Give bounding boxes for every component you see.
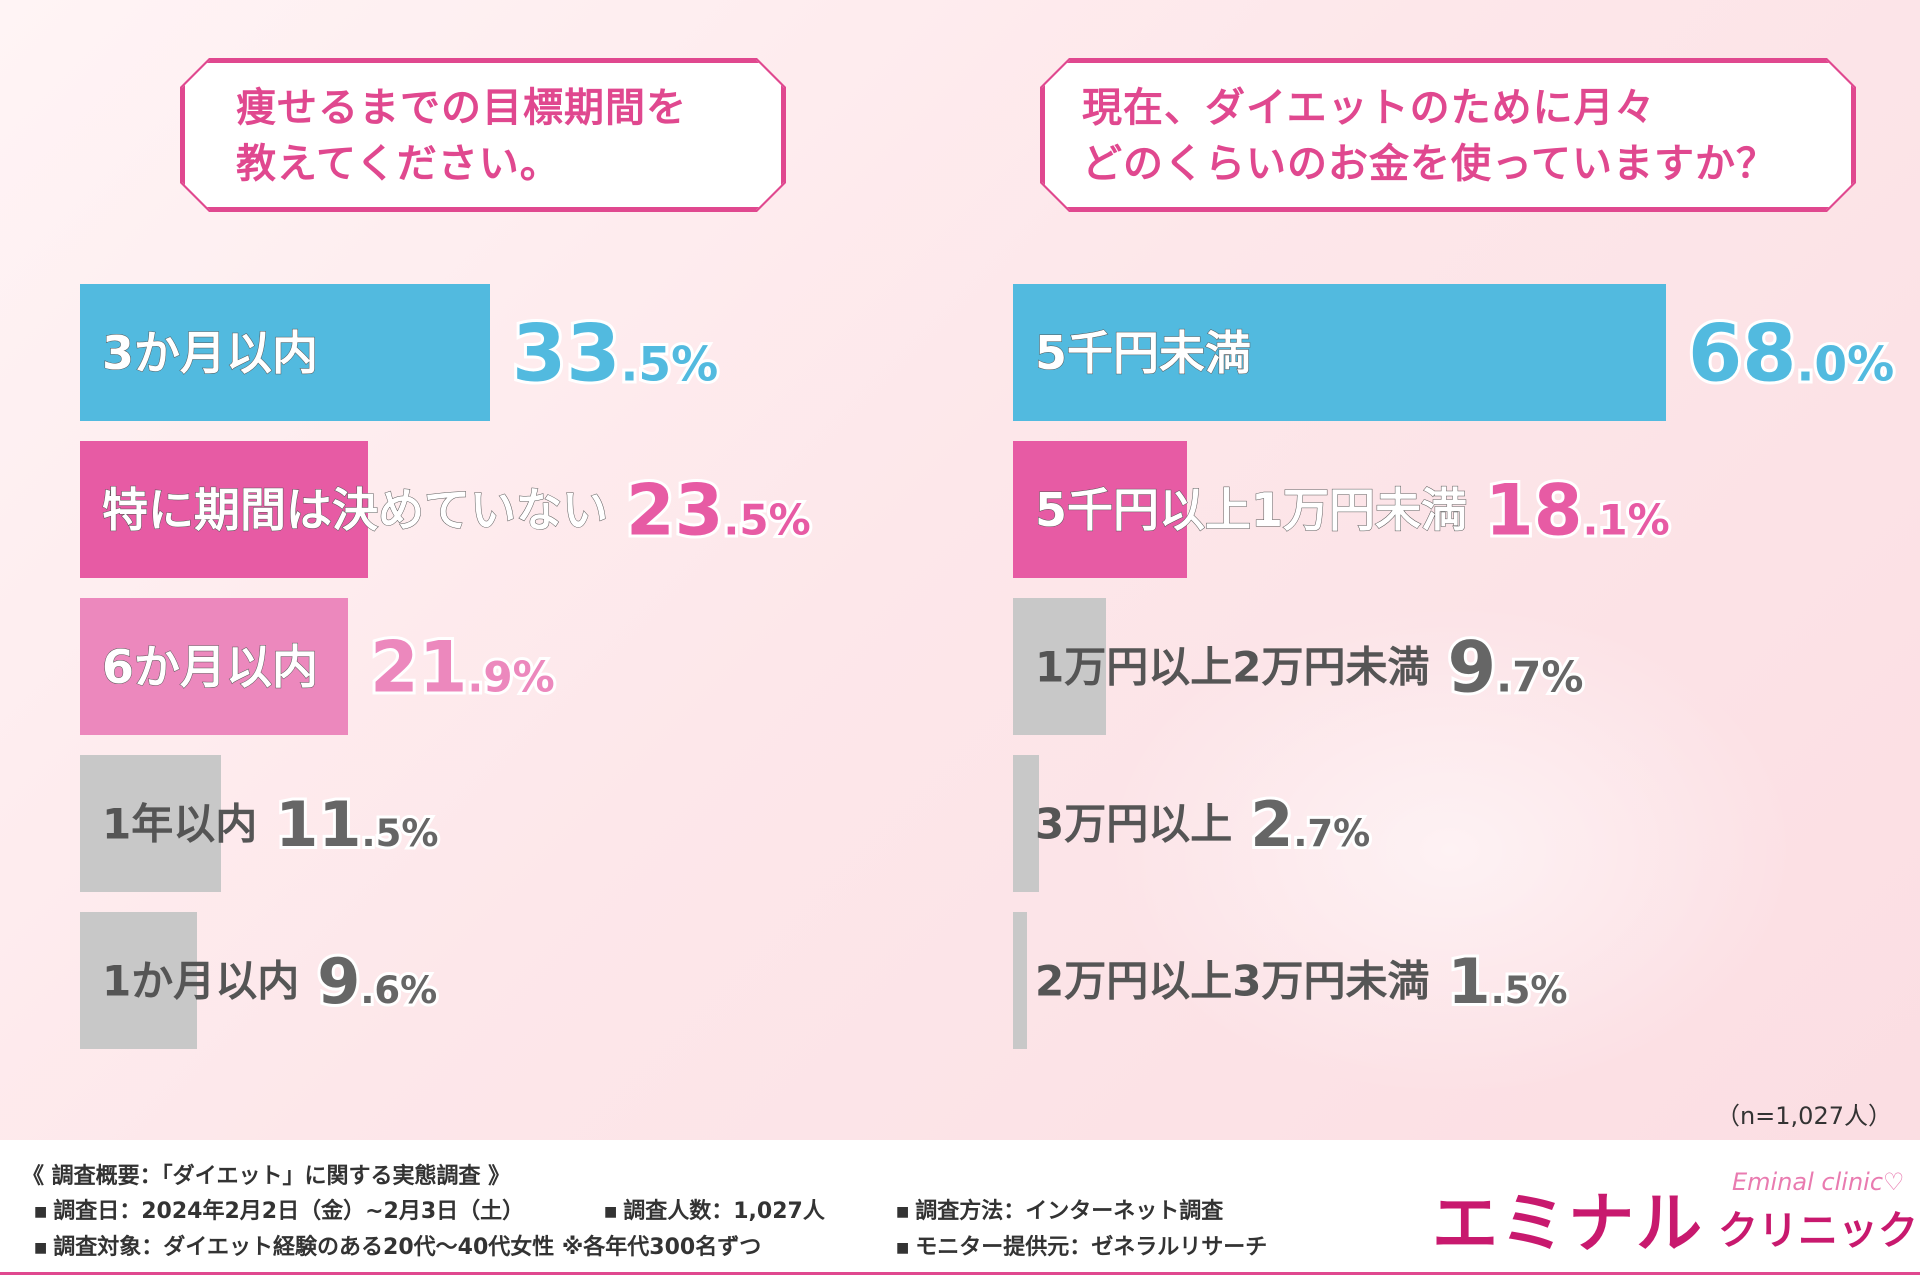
- background-glow: [1100, 600, 1800, 1100]
- question-title-right: 現在、ダイエットのために月々 どのくらいのお金を使っていますか？: [1082, 85, 1777, 187]
- bar-label-spend-1: 5千円未満: [1035, 326, 1251, 380]
- bar-spend-5: [1013, 912, 1027, 1049]
- survey-target: ■ 調査対象：ダイエット経験のある20代～40代女性 ※各年代300名ずつ: [34, 1235, 762, 1260]
- bar-value-period-4: 11.5%: [275, 788, 438, 861]
- survey-provider: ■ モニター提供元：ゼネラルリサーチ: [896, 1235, 1268, 1260]
- sample-size-note: （n=1,027人）: [1715, 1102, 1892, 1130]
- bar-charts: 3か月以内 33.5% 特に期間は決めていない 23.5% 6か月以内 21.9% 1年以内…: [80, 284, 1895, 1049]
- survey-count: ■ 調査人数：1,027人: [604, 1199, 825, 1224]
- bar-spend-4: [1013, 755, 1039, 892]
- bar-period-3: [80, 598, 348, 735]
- survey-date: ■ 調査日：2024年2月2日（金）~2月3日（土）: [34, 1199, 525, 1224]
- bar-value-spend-3: 9.7%: [1447, 627, 1583, 709]
- bar-period-5: [80, 912, 197, 1049]
- bar-label-spend-2: 5千円以上1万円未満: [1035, 483, 1467, 537]
- survey-heading: 《 調査概要：「ダイエット」に関する実態調査 》: [22, 1164, 511, 1189]
- logo-sub: クリニック: [1718, 1208, 1918, 1254]
- bar-value-spend-5: 1.5%: [1447, 945, 1567, 1018]
- bar-label-period-5: 1か月以内: [102, 957, 299, 1006]
- bar-label-period-4: 1年以内: [102, 800, 257, 849]
- bar-label-period-3: 6か月以内: [102, 640, 318, 694]
- logo-main: エミナル: [1432, 1185, 1704, 1262]
- logo-english: Eminal clinic♡: [1732, 1168, 1905, 1196]
- bar-label-spend-4: 3万円以上: [1035, 800, 1232, 849]
- bar-label-spend-3: 1万円以上2万円未満: [1035, 643, 1429, 692]
- footer-divider: [0, 1272, 1920, 1275]
- bar-label-period-2: 特に期間は決めていない: [102, 483, 608, 537]
- bar-value-period-2: 23.5%: [626, 470, 811, 552]
- question-box-left: [182, 60, 784, 210]
- bar-value-spend-1: 68.0%: [1688, 310, 1894, 400]
- bar-value-period-5: 9.6%: [317, 945, 437, 1018]
- bar-label-spend-5: 2万円以上3万円未満: [1035, 957, 1429, 1006]
- bar-spend-2: [1013, 441, 1187, 578]
- bar-value-spend-2: 18.1%: [1485, 470, 1670, 552]
- bar-spend-1: [1013, 284, 1666, 421]
- bar-period-1: [80, 284, 490, 421]
- question-title-left: 痩せるまでの目標期間を 教えてください。: [236, 85, 687, 187]
- bar-period-4: [80, 755, 221, 892]
- bar-label-period-1: 3か月以内: [102, 326, 318, 380]
- bar-period-2: [80, 441, 368, 578]
- bar-value-period-1: 33.5%: [512, 310, 718, 400]
- footer: [0, 1140, 1920, 1280]
- survey-method: ■ 調査方法：インターネット調査: [896, 1199, 1224, 1224]
- bar-value-period-3: 21.9%: [370, 627, 555, 709]
- bar-value-spend-4: 2.7%: [1250, 788, 1370, 861]
- bar-spend-3: [1013, 598, 1106, 735]
- question-box-right: [1042, 60, 1854, 210]
